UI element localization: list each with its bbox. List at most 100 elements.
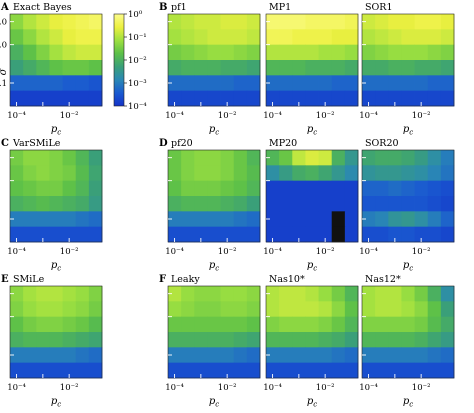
panel-frame: [167, 285, 261, 379]
heatmap-cell: [331, 362, 346, 379]
heatmap-cell: [388, 150, 402, 166]
panel-frame: [9, 13, 103, 107]
heatmap-cell: [168, 301, 182, 318]
heatmap-cell: [362, 60, 376, 76]
heatmap-cell: [168, 226, 182, 243]
heatmap-cell: [331, 301, 346, 318]
heatmap-cell: [220, 90, 235, 107]
heatmap-cell: [362, 347, 376, 364]
x-axis-label: pc: [51, 396, 61, 409]
heatmap-cell: [427, 316, 442, 333]
x-axis-label: pc: [209, 260, 219, 273]
heatmap-cell: [23, 44, 37, 61]
heatmap-cell: [233, 180, 248, 197]
heatmap-panel: Nas10* 10⁻⁴ 10⁻² pc: [263, 274, 359, 409]
heatmap-cell: [220, 196, 235, 212]
x-tick-label: 10⁻⁴: [165, 247, 184, 257]
heatmap-cell: [194, 90, 208, 107]
heatmap-cell: [331, 316, 346, 333]
heatmap-cell: [305, 180, 319, 197]
heatmap-cell: [292, 29, 306, 46]
heatmap-cell: [279, 196, 293, 212]
panel-frame: [361, 285, 455, 379]
heatmap-cell: [414, 44, 429, 61]
heatmap-cell: [362, 90, 376, 107]
heatmap-cell: [88, 362, 103, 379]
heatmap-cell: [23, 301, 37, 318]
heatmap-cell: [344, 165, 359, 182]
heatmap-cell: [362, 226, 376, 243]
heatmap-cell: [305, 29, 319, 46]
heatmap-cell: [414, 332, 429, 348]
panel-frame: [265, 13, 359, 107]
heatmap-cell: [440, 150, 455, 166]
heatmap-cell: [207, 180, 221, 197]
heatmap-cell: [220, 347, 235, 364]
heatmap-cell: [362, 14, 376, 30]
heatmap-cell: [181, 362, 195, 379]
panel-letter: E: [1, 274, 9, 285]
heatmap-cell: [23, 226, 37, 243]
heatmap-cell: [10, 180, 24, 197]
heatmap-cell: [414, 29, 429, 46]
x-axis-label: pc: [209, 124, 219, 137]
x-tick-label: 10⁻²: [412, 247, 431, 257]
heatmap-cell: [49, 90, 63, 107]
heatmap-cell: [279, 316, 293, 333]
heatmap-cell: [266, 29, 280, 46]
heatmap-cell: [181, 301, 195, 318]
heatmap-cell: [10, 29, 24, 46]
heatmap-cell: [414, 316, 429, 333]
heatmap-cell: [427, 301, 442, 318]
panel-frame: [265, 285, 359, 379]
heatmap-cell: [344, 362, 359, 379]
x-axis-label-subscript: c: [215, 401, 219, 409]
heatmap-cell: [414, 347, 429, 364]
heatmap-cell: [292, 332, 306, 348]
heatmap-cell: [246, 347, 261, 364]
heatmap-cell: [266, 347, 280, 364]
heatmap-cell: [266, 44, 280, 61]
heatmap-cell: [62, 150, 77, 166]
heatmap-cell: [233, 347, 248, 364]
x-axis-label: pc: [403, 260, 413, 273]
heatmap-cell: [427, 196, 442, 212]
heatmap-cell: [292, 286, 306, 302]
heatmap-cell: [318, 90, 333, 107]
heatmap-cell: [266, 211, 280, 228]
heatmap-cell: [401, 362, 415, 379]
heatmap-cell: [266, 14, 280, 30]
heatmap-cell: [36, 286, 50, 302]
colorbar-tick-label: 10⁻⁴: [128, 102, 147, 112]
heatmap-cell: [207, 44, 221, 61]
heatmap-cell: [362, 165, 376, 182]
heatmap-cell: [318, 226, 333, 243]
panel-letter: F: [159, 274, 166, 285]
heatmap-cell: [10, 286, 24, 302]
heatmap-cell: [266, 226, 280, 243]
panel-letter: C: [1, 138, 9, 149]
x-tick-label: 10⁻²: [60, 247, 79, 257]
heatmap-cell: [279, 301, 293, 318]
heatmap-cell: [62, 301, 77, 318]
heatmap-cell: [36, 362, 50, 379]
heatmap-cell: [49, 60, 63, 76]
x-tick-label: 10⁻²: [316, 247, 335, 257]
heatmap-cell: [292, 14, 306, 30]
heatmap-cell: [305, 44, 319, 61]
heatmap-cell: [414, 165, 429, 182]
heatmap-cell: [318, 44, 333, 61]
heatmap-cell: [279, 332, 293, 348]
heatmap-cell: [207, 286, 221, 302]
heatmap-cell: [375, 75, 389, 92]
heatmap-cell: [414, 180, 429, 197]
heatmap-cell: [246, 286, 261, 302]
x-tick-label: 10⁻⁴: [263, 247, 282, 257]
heatmap-cell: [207, 14, 221, 30]
colorbar-tick-label: 10⁻³: [128, 79, 147, 89]
heatmap-cell: [266, 286, 280, 302]
heatmap-cell: [194, 180, 208, 197]
heatmap-cell: [401, 150, 415, 166]
heatmap-cell: [23, 75, 37, 92]
heatmap-cell: [440, 362, 455, 379]
